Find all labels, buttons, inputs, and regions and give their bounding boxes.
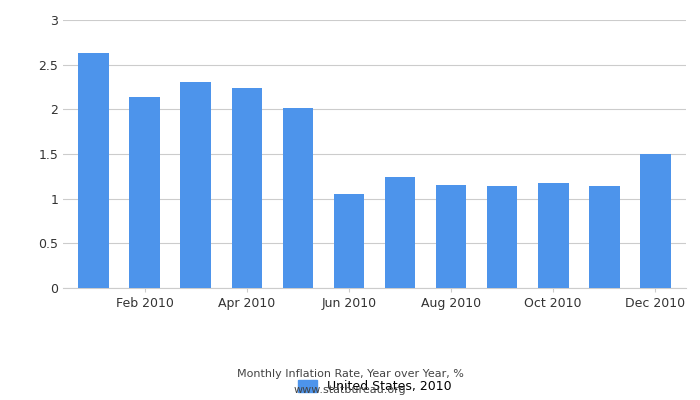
Text: www.statbureau.org: www.statbureau.org [294,385,406,395]
Legend: United States, 2010: United States, 2010 [293,375,456,398]
Bar [436,185,466,288]
Bar [538,184,568,288]
Bar [589,186,620,288]
Bar [486,186,517,288]
Bar [130,97,160,288]
Bar [232,88,262,288]
Text: Monthly Inflation Rate, Year over Year, %: Monthly Inflation Rate, Year over Year, … [237,369,463,379]
Bar [283,108,313,288]
Bar [181,82,211,288]
Bar [78,53,109,288]
Bar [385,177,415,288]
Bar [334,194,364,288]
Bar [640,154,671,288]
